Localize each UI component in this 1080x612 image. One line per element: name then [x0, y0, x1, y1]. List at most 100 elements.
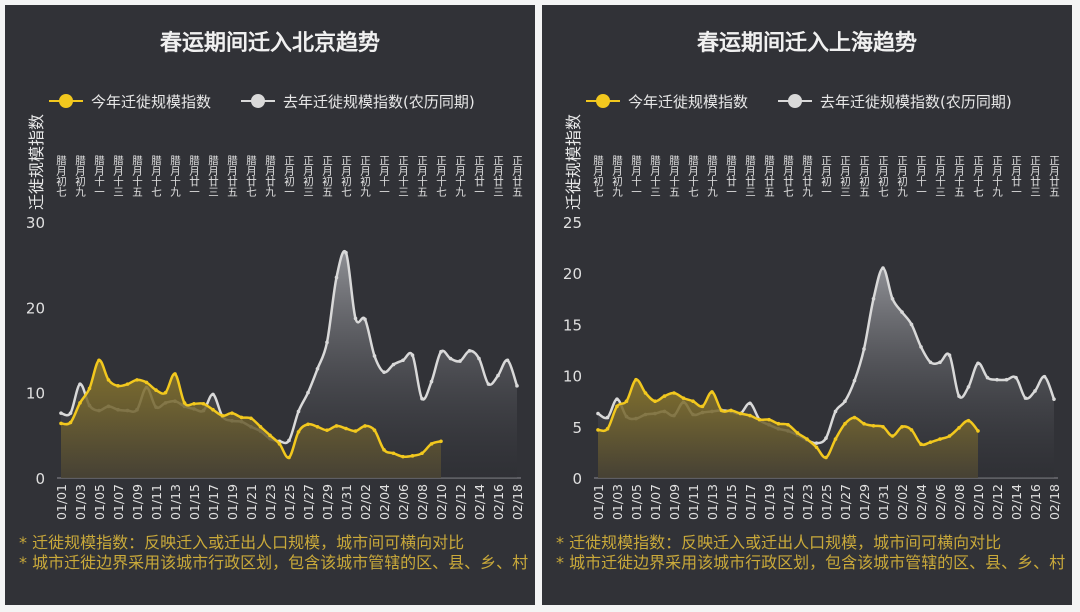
lunar-date-label: 腊月廿三 [207, 155, 219, 197]
this-year-point [439, 439, 443, 444]
last-year-point [881, 266, 885, 270]
this-year-point [938, 437, 942, 441]
beijing-chart-panel: 春运期间迁入北京趋势 今年迁徙规模指数 去年迁徙规模指数(农历同期) 迁徙规模指数 0 1… [5, 5, 535, 605]
lunar-date-label: 腊月十五 [131, 155, 143, 197]
lunar-date-label: 正月初一 [283, 155, 295, 197]
y-tick-label: 5 [572, 419, 582, 437]
last-year-point [596, 411, 600, 416]
this-year-point [287, 455, 291, 460]
lunar-date-label: 正月初九 [359, 155, 371, 197]
this-year-point [662, 394, 667, 398]
last-year-point [410, 353, 415, 357]
last-year-point [938, 360, 942, 365]
this-year-point [890, 434, 895, 438]
x-tick-label: 01/03 [73, 484, 88, 520]
legend-label: 今年迁徙规模指数 [91, 93, 211, 111]
this-year-point [201, 401, 206, 406]
last-year-point [900, 310, 904, 314]
this-year-point [928, 440, 933, 444]
this-year-point [909, 428, 914, 432]
lunar-date-label: 正月廿五 [1048, 155, 1060, 197]
this-year-point [87, 386, 92, 391]
this-year-point [277, 442, 282, 446]
lunar-date-label: 腊月廿七 [245, 155, 257, 197]
last-year-point [1023, 396, 1028, 400]
legend-item: 今年迁徙规模指数 [586, 93, 748, 111]
x-tick-label: 01/11 [686, 484, 701, 520]
x-tick-label: 01/11 [149, 484, 164, 520]
last-year-point [477, 356, 481, 361]
this-year-point [192, 401, 196, 406]
x-tick-label: 01/27 [838, 484, 853, 520]
this-year-point [144, 380, 149, 385]
last-year-point [391, 362, 396, 367]
this-year-point [748, 413, 752, 418]
this-year-point [135, 378, 139, 382]
x-tick-label: 02/10 [971, 484, 986, 520]
legend-marker-icon [788, 94, 802, 108]
legend-item: 去年迁徙规模指数(农历同期) [241, 93, 475, 111]
last-year-point [296, 409, 301, 414]
this-year-point [900, 425, 904, 429]
x-tick-label: 02/06 [396, 484, 411, 520]
last-year-point [363, 317, 367, 322]
last-year-point [976, 361, 980, 366]
x-tick-label: 01/15 [187, 484, 202, 520]
shanghai-chart-panel: 春运期间迁入上海趋势 今年迁徙规模指数 去年迁徙规模指数(农历同期) 迁徙规模指数 0 5… [542, 5, 1072, 605]
lunar-date-label: 正月初九 [896, 155, 908, 197]
lunar-date-label: 正月十一 [915, 155, 927, 197]
x-tick-label: 01/05 [92, 484, 107, 520]
this-year-point [710, 390, 714, 394]
x-tick-label: 02/04 [377, 484, 392, 520]
y-tick-label: 25 [563, 214, 582, 232]
this-year-point [97, 358, 101, 363]
x-tick-label: 01/19 [762, 484, 777, 520]
lunar-date-label: 正月廿三 [1029, 155, 1041, 197]
this-year-point [814, 445, 819, 450]
x-tick-label: 02/12 [453, 484, 468, 520]
legend-label: 去年迁徙规模指数(农历同期) [820, 93, 1012, 111]
lunar-date-label: 正月廿三 [492, 155, 504, 197]
footnote-1: * 迁徙规模指数：反映迁入或迁出人口规模，城市间可横向对比 [19, 533, 465, 552]
last-year-point [515, 384, 519, 388]
last-year-point [862, 347, 866, 351]
last-year-point [615, 397, 619, 401]
this-year-point [700, 404, 705, 409]
x-tick-label: 01/19 [225, 484, 240, 520]
lunar-date-label: 正月初五 [321, 155, 333, 197]
this-year-point [672, 391, 676, 395]
last-year-point [947, 353, 952, 357]
last-year-point [871, 297, 876, 301]
x-tick-label: 01/13 [168, 484, 183, 520]
this-year-point [268, 433, 272, 438]
x-tick-label: 02/08 [952, 484, 967, 520]
lunar-date-label: 正月初五 [858, 155, 870, 197]
lunar-date-label: 腊月初七 [55, 155, 67, 197]
this-year-point [871, 423, 876, 428]
last-year-point [68, 411, 73, 415]
this-year-point [220, 413, 225, 418]
lunar-date-label: 腊月十七 [687, 155, 699, 197]
this-year-point [615, 404, 619, 409]
this-year-point [163, 390, 168, 395]
last-year-point [995, 377, 999, 382]
legend-label: 去年迁徙规模指数(农历同期) [283, 93, 475, 111]
this-year-point [315, 425, 320, 429]
x-tick-label: 02/10 [434, 484, 449, 520]
this-year-point [966, 418, 971, 423]
legend-marker-icon [251, 94, 265, 108]
lunar-date-label: 腊月廿五 [763, 155, 775, 197]
this-year-point [372, 428, 377, 433]
this-year-point [653, 399, 657, 404]
lunar-date-label: 正月初三 [839, 155, 851, 197]
this-year-point [106, 378, 111, 382]
legend-marker-icon [596, 94, 610, 108]
last-year-point [843, 399, 847, 404]
last-year-point [1052, 397, 1056, 401]
lunar-date-label: 正月十三 [934, 155, 946, 197]
this-year-point [681, 396, 686, 400]
x-tick-label: 02/02 [358, 484, 373, 520]
x-tick-label: 01/21 [781, 484, 796, 520]
x-tick-label: 02/18 [1047, 484, 1062, 520]
this-year-point [757, 417, 762, 422]
